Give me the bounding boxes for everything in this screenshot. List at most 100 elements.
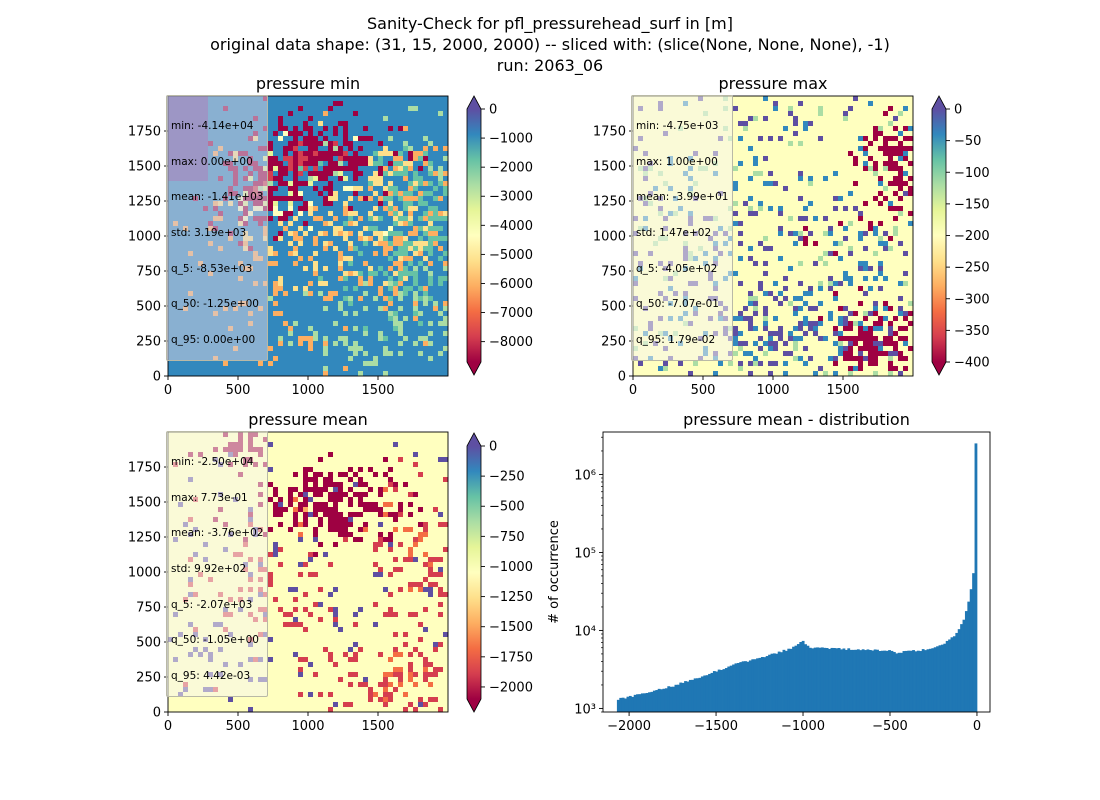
heatmap-cell	[783, 251, 789, 257]
heatmap-cell	[808, 241, 814, 247]
heatmap-cell	[413, 206, 419, 212]
heatmap-cell	[313, 111, 319, 117]
heatmap-cell	[438, 216, 444, 222]
heatmap-cell	[383, 256, 389, 262]
heatmap-cell	[438, 201, 444, 207]
heatmap-cell	[883, 141, 889, 147]
heatmap-cell	[443, 306, 449, 312]
heatmap-cell	[273, 271, 279, 277]
heatmap-cell	[303, 186, 309, 192]
heatmap-cell	[398, 201, 404, 207]
heatmap-cell	[893, 166, 899, 172]
heatmap-cell	[373, 341, 379, 347]
heatmap-cell	[363, 331, 369, 337]
heatmap-cell	[278, 201, 284, 207]
heatmap-cell	[358, 371, 364, 377]
heatmap-cell	[783, 241, 789, 247]
heatmap-cell	[818, 101, 824, 107]
heatmap-cell	[378, 181, 384, 187]
heatmap-cell	[268, 231, 274, 237]
heatmap-cell	[743, 181, 749, 187]
heatmap-cell	[378, 296, 384, 302]
heatmap-cell	[398, 241, 404, 247]
heatmap-cell	[428, 281, 434, 287]
heatmap-cell	[373, 186, 379, 192]
heatmap-cell	[768, 121, 774, 127]
heatmap-cell	[268, 121, 274, 127]
heatmap-cell	[873, 141, 879, 147]
heatmap-cell	[808, 156, 814, 162]
heatmap-cell	[743, 236, 749, 242]
heatmap-cell	[758, 191, 764, 197]
heatmap-cell	[773, 221, 779, 227]
heatmap-cell	[413, 361, 419, 367]
heatmap-cell	[283, 316, 289, 322]
heatmap-cell	[343, 286, 349, 292]
heatmap-cell	[753, 241, 759, 247]
heatmap-cell	[213, 361, 219, 367]
heatmap-cell	[733, 116, 739, 122]
heatmap-cell	[193, 361, 199, 367]
heatmap-cell	[793, 241, 799, 247]
heatmap-cell	[883, 151, 889, 157]
heatmap-cell	[778, 166, 784, 172]
heatmap-cell	[408, 321, 414, 327]
heatmap-cell	[733, 121, 739, 127]
heatmap-cell	[888, 221, 894, 227]
heatmap-cell	[393, 131, 399, 137]
heatmap-cell	[368, 261, 374, 267]
heatmap-cell	[283, 101, 289, 107]
heatmap-cell	[808, 246, 814, 252]
heatmap-cell	[303, 226, 309, 232]
heatmap-cell	[213, 366, 219, 372]
heatmap-cell	[293, 136, 299, 142]
heatmap-cell	[848, 241, 854, 247]
heatmap-cell	[338, 206, 344, 212]
heatmap-cell	[863, 121, 869, 127]
heatmap-cell	[323, 316, 329, 322]
heatmap-cell	[383, 166, 389, 172]
heatmap-cell	[273, 121, 279, 127]
heatmap-cell	[883, 156, 889, 162]
heatmap-cell	[398, 306, 404, 312]
heatmap-cell	[868, 121, 874, 127]
heatmap-cell	[418, 226, 424, 232]
heatmap-cell	[318, 366, 324, 372]
heatmap-cell	[413, 161, 419, 167]
heatmap-cell	[803, 121, 809, 127]
heatmap-cell	[358, 211, 364, 217]
heatmap-cell	[413, 201, 419, 207]
heatmap-cell	[388, 191, 394, 197]
heatmap-cell	[368, 121, 374, 127]
heatmap-cell	[443, 361, 449, 367]
heatmap-cell	[313, 201, 319, 207]
heatmap-cell	[323, 96, 329, 102]
heatmap-cell	[818, 176, 824, 182]
heatmap-cell	[373, 116, 379, 122]
heatmap-cell	[258, 366, 264, 372]
heatmap-cell	[403, 236, 409, 242]
heatmap-cell	[338, 326, 344, 332]
heatmap-cell	[388, 336, 394, 342]
heatmap-cell	[333, 286, 339, 292]
heatmap-cell	[303, 241, 309, 247]
heatmap-cell	[203, 366, 209, 372]
heatmap-cell	[273, 311, 279, 317]
heatmap-cell	[843, 116, 849, 122]
heatmap-cell	[733, 156, 739, 162]
heatmap-cell	[278, 276, 284, 282]
heatmap-cell	[298, 96, 304, 102]
heatmap-cell	[388, 121, 394, 127]
heatmap-cell	[343, 246, 349, 252]
heatmap-cell	[293, 266, 299, 272]
heatmap-cell	[368, 101, 374, 107]
heatmap-cell	[383, 336, 389, 342]
heatmap-cell	[273, 286, 279, 292]
heatmap-cell	[333, 231, 339, 237]
heatmap-cell	[813, 171, 819, 177]
heatmap-cell	[343, 346, 349, 352]
heatmap-cell	[303, 171, 309, 177]
heatmap-cell	[283, 306, 289, 312]
heatmap-cell	[413, 326, 419, 332]
heatmap-cell	[903, 226, 909, 232]
